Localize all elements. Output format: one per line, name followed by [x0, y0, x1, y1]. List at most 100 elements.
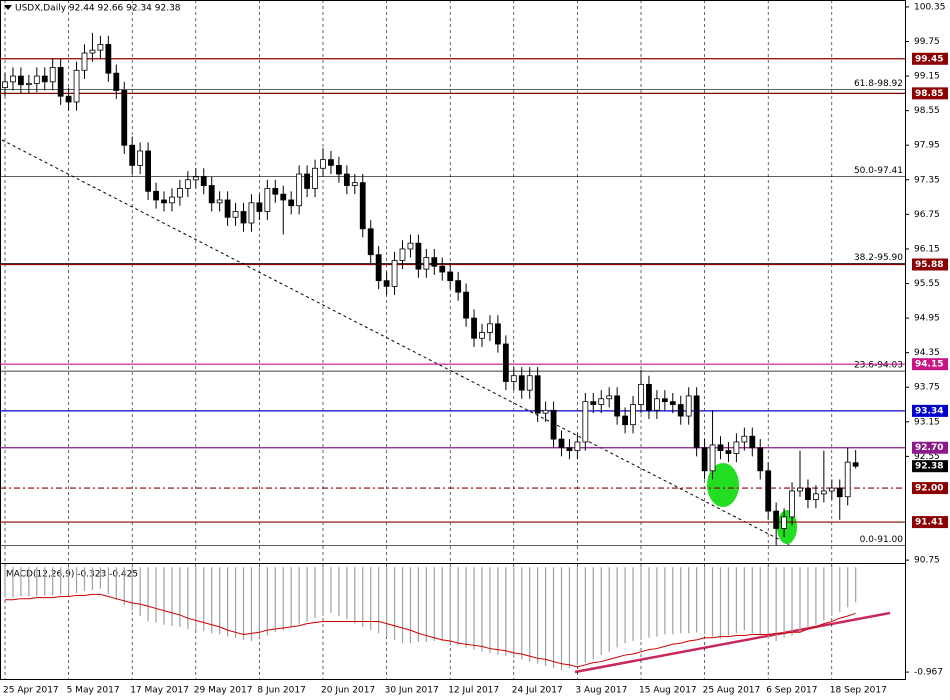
candle-body: [677, 404, 684, 417]
candle-body: [558, 438, 565, 449]
x-tick-label: 30 Jun 2017: [385, 686, 439, 696]
candle-body: [813, 493, 819, 501]
price-box: [912, 258, 948, 271]
candle-body: [757, 447, 764, 472]
candle-body: [494, 323, 501, 345]
y-tick-label: 90.75: [914, 556, 940, 566]
candle-body: [415, 242, 422, 270]
candle-body: [73, 69, 80, 103]
candle-body: [661, 398, 668, 403]
y-tick-label: 100.35: [914, 2, 946, 12]
fib-label: 61.8-98.92: [854, 79, 903, 89]
candle-body: [439, 265, 446, 273]
y-tick-label: 96.15: [914, 244, 940, 254]
candle-body: [176, 188, 183, 198]
candle-body: [598, 398, 605, 405]
candle-body: [41, 75, 48, 83]
candle-body: [741, 435, 748, 443]
candle-body: [248, 202, 255, 224]
y-tick-label: 99.75: [914, 37, 940, 47]
candle-body: [2, 81, 8, 88]
candle-body: [391, 260, 398, 287]
candle-body: [717, 444, 724, 452]
candle-body: [447, 271, 454, 282]
candle-body: [192, 176, 199, 181]
x-tick-label: 25 Aug 2017: [703, 686, 761, 696]
candle-body: [304, 173, 311, 189]
candle-body: [622, 415, 628, 426]
candle-body: [359, 182, 366, 230]
candle-body: [216, 199, 223, 204]
candle-body: [789, 490, 795, 518]
y-tick-label: 93.15: [914, 417, 940, 427]
candle-body: [630, 404, 636, 426]
candle-body: [145, 150, 152, 192]
trend-line: [1, 139, 791, 546]
macd-signal: [5, 593, 856, 668]
candle-body: [550, 409, 557, 440]
candle-body: [65, 95, 72, 103]
candle-body: [208, 185, 215, 204]
candle-body: [431, 257, 438, 267]
candle-body: [25, 83, 32, 86]
candle-body: [320, 159, 326, 169]
candle-body: [312, 167, 318, 189]
candle-body: [820, 490, 827, 495]
candle-body: [669, 401, 676, 405]
candle-body: [646, 383, 652, 411]
candle-body: [335, 164, 342, 175]
price-box: [912, 87, 948, 100]
candle-body: [33, 75, 40, 84]
candle-body: [518, 375, 525, 391]
candle-body: [765, 470, 772, 512]
candle-body: [161, 199, 167, 204]
y-tick-label: 94.35: [914, 348, 940, 358]
price-label: 98.85: [915, 89, 943, 99]
plot-frame: [0, 0, 906, 680]
price-label: 92.00: [915, 484, 943, 494]
candle-body: [113, 72, 120, 91]
y-tick-label: 92.55: [914, 452, 940, 462]
y-tick-label: 97.35: [914, 175, 940, 185]
macd-label: MACD(12,26,9) -0.323 -0.425: [6, 570, 138, 580]
x-tick-label: 3 Aug 2017: [575, 686, 627, 696]
candle-body: [693, 395, 700, 449]
candle-body: [471, 317, 477, 339]
price-box: [912, 52, 948, 65]
y-tick-label: 95.55: [914, 279, 940, 289]
price-label: 91.41: [915, 518, 943, 528]
y-tick-label: -0.967: [914, 668, 943, 678]
candle-body: [638, 383, 644, 405]
highlight: [707, 463, 739, 507]
price-label: 93.34: [915, 406, 943, 416]
fib-label: 23.6-94.03: [854, 361, 903, 371]
candle-body: [17, 75, 24, 86]
x-tick-label: 25 Apr 2017: [3, 686, 59, 696]
candle-body: [137, 150, 144, 166]
candle-body: [256, 202, 263, 212]
candle-body: [542, 409, 549, 414]
y-tick-label: 99.15: [914, 72, 940, 82]
candle-body: [367, 228, 374, 256]
candle-body: [121, 90, 128, 146]
fib-label: 50.0-97.41: [854, 166, 903, 176]
title-marker: [4, 5, 12, 10]
candle-body: [614, 395, 621, 417]
candle-body: [701, 447, 708, 472]
candle-body: [89, 49, 96, 54]
price-box: [912, 358, 948, 371]
candle-body: [280, 193, 287, 201]
candle-body: [590, 401, 597, 405]
candle-body: [407, 242, 414, 250]
y-tick-label: 96.75: [914, 210, 940, 220]
x-tick-label: 12 Jul 2017: [448, 686, 499, 696]
candle-body: [781, 516, 787, 529]
candle-body: [232, 211, 239, 218]
candle-body: [264, 188, 271, 212]
price-box: [912, 441, 948, 454]
candle-body: [510, 375, 517, 382]
candle-body: [10, 75, 16, 83]
candle-body: [566, 447, 573, 452]
x-tick-label: 5 May 2017: [67, 686, 120, 696]
candle-body: [828, 487, 835, 492]
